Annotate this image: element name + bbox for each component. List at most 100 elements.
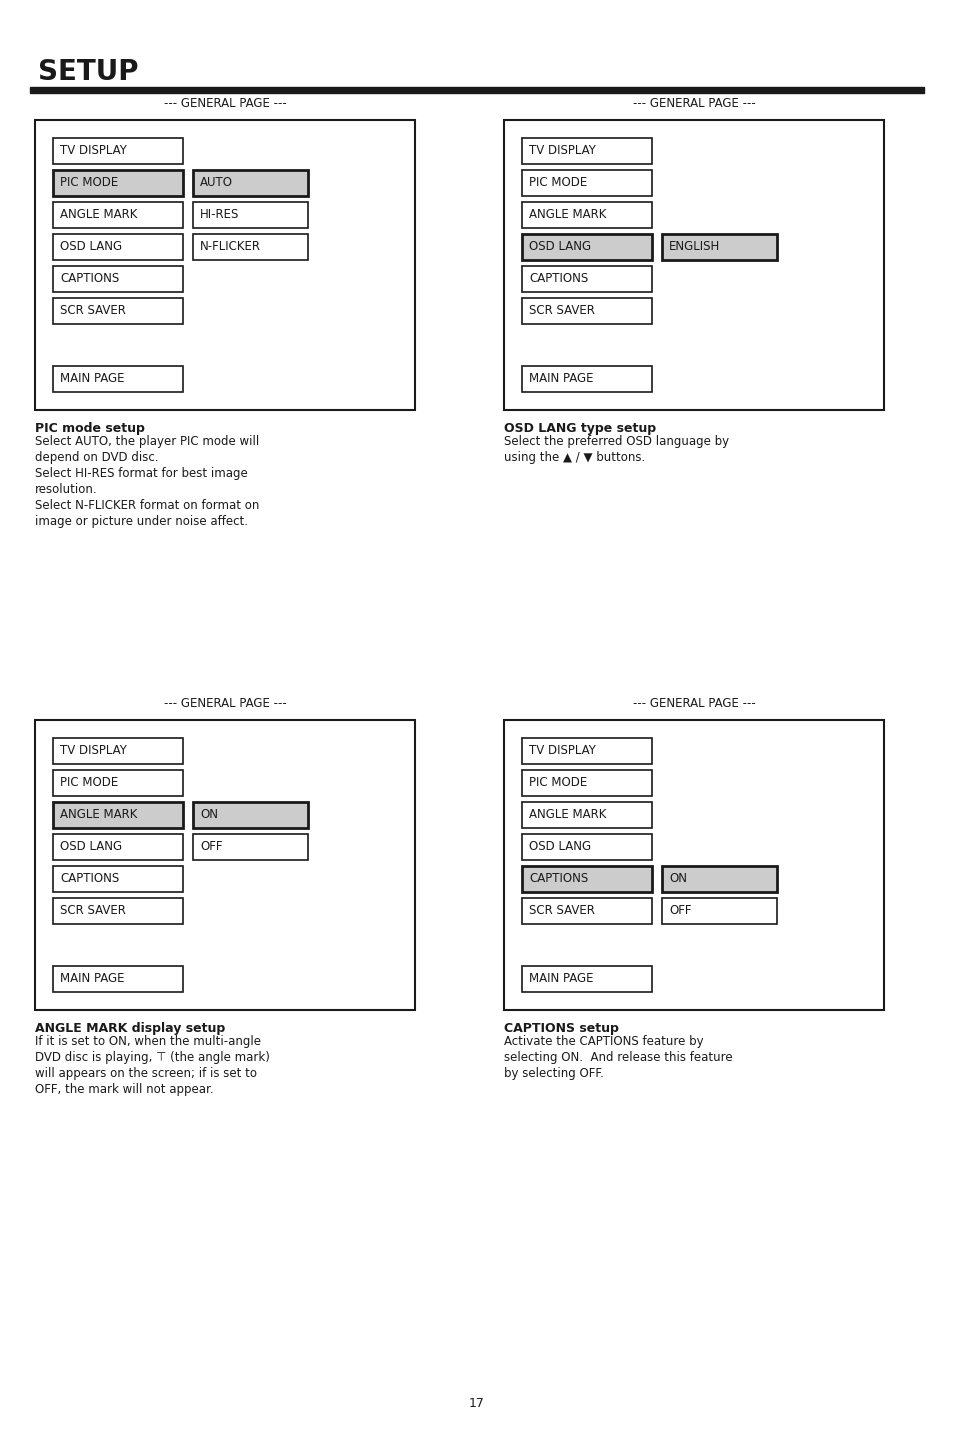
Bar <box>53 898 183 924</box>
Text: SCR SAVER: SCR SAVER <box>60 305 126 317</box>
Bar <box>193 802 308 828</box>
Bar <box>53 170 183 196</box>
Text: by selecting OFF.: by selecting OFF. <box>503 1067 603 1080</box>
Bar <box>503 719 883 1010</box>
Bar <box>193 170 308 196</box>
Text: SCR SAVER: SCR SAVER <box>529 305 595 317</box>
Bar <box>193 202 308 227</box>
Text: ANGLE MARK: ANGLE MARK <box>60 209 137 222</box>
Text: TV DISPLAY: TV DISPLAY <box>60 745 127 758</box>
Bar <box>661 898 776 924</box>
Text: PIC MODE: PIC MODE <box>60 176 118 190</box>
Bar <box>53 738 183 764</box>
Text: PIC MODE: PIC MODE <box>529 776 587 789</box>
Bar <box>521 202 651 227</box>
Bar <box>35 120 415 410</box>
Bar <box>53 266 183 292</box>
Text: 17: 17 <box>469 1397 484 1410</box>
Text: Select N-FLICKER format on format on: Select N-FLICKER format on format on <box>35 499 259 512</box>
Text: --- GENERAL PAGE ---: --- GENERAL PAGE --- <box>164 97 286 110</box>
Text: CAPTIONS: CAPTIONS <box>529 273 588 286</box>
Bar <box>521 898 651 924</box>
Text: CAPTIONS: CAPTIONS <box>60 872 119 885</box>
Bar <box>53 297 183 325</box>
Text: N-FLICKER: N-FLICKER <box>200 240 261 253</box>
Bar <box>521 297 651 325</box>
Text: ON: ON <box>668 872 686 885</box>
Text: TV DISPLAY: TV DISPLAY <box>60 144 127 157</box>
Text: SCR SAVER: SCR SAVER <box>529 905 595 918</box>
Text: MAIN PAGE: MAIN PAGE <box>529 372 593 386</box>
Text: If it is set to ON, when the multi-angle: If it is set to ON, when the multi-angle <box>35 1035 261 1048</box>
Text: MAIN PAGE: MAIN PAGE <box>60 372 125 386</box>
Text: ANGLE MARK: ANGLE MARK <box>529 209 606 222</box>
Bar <box>53 967 183 992</box>
Bar <box>193 235 308 260</box>
Text: TV DISPLAY: TV DISPLAY <box>529 745 596 758</box>
Text: OSD LANG: OSD LANG <box>529 841 591 854</box>
Bar <box>53 235 183 260</box>
Text: depend on DVD disc.: depend on DVD disc. <box>35 450 158 463</box>
Bar <box>53 802 183 828</box>
Bar <box>35 719 415 1010</box>
Bar <box>53 769 183 797</box>
Text: HI-RES: HI-RES <box>200 209 239 222</box>
Text: ANGLE MARK: ANGLE MARK <box>529 808 606 821</box>
Text: PIC mode setup: PIC mode setup <box>35 422 145 435</box>
Bar <box>521 769 651 797</box>
Text: Select HI-RES format for best image: Select HI-RES format for best image <box>35 468 248 480</box>
Bar <box>521 266 651 292</box>
Text: ON: ON <box>200 808 218 821</box>
Text: DVD disc is playing, ⊤ (the angle mark): DVD disc is playing, ⊤ (the angle mark) <box>35 1051 270 1064</box>
Text: Select the preferred OSD language by: Select the preferred OSD language by <box>503 435 728 448</box>
Text: OFF: OFF <box>200 841 222 854</box>
Text: OFF, the mark will not appear.: OFF, the mark will not appear. <box>35 1083 213 1095</box>
Text: OSD LANG: OSD LANG <box>529 240 591 253</box>
Bar <box>661 867 776 892</box>
Text: SCR SAVER: SCR SAVER <box>60 905 126 918</box>
Bar <box>661 235 776 260</box>
Text: --- GENERAL PAGE ---: --- GENERAL PAGE --- <box>632 97 755 110</box>
Text: selecting ON.  And release this feature: selecting ON. And release this feature <box>503 1051 732 1064</box>
Text: PIC MODE: PIC MODE <box>60 776 118 789</box>
Text: ANGLE MARK: ANGLE MARK <box>60 808 137 821</box>
Bar <box>521 802 651 828</box>
Text: --- GENERAL PAGE ---: --- GENERAL PAGE --- <box>632 696 755 711</box>
Text: ENGLISH: ENGLISH <box>668 240 720 253</box>
Bar <box>521 738 651 764</box>
Text: resolution.: resolution. <box>35 483 97 496</box>
Bar <box>521 139 651 164</box>
Text: SETUP: SETUP <box>38 59 138 86</box>
Bar <box>521 170 651 196</box>
Text: Select AUTO, the player PIC mode will: Select AUTO, the player PIC mode will <box>35 435 259 448</box>
Bar <box>30 87 923 93</box>
Bar <box>521 867 651 892</box>
Bar <box>193 834 308 859</box>
Bar <box>521 967 651 992</box>
Bar <box>521 366 651 392</box>
Text: Activate the CAPTIONS feature by: Activate the CAPTIONS feature by <box>503 1035 703 1048</box>
Bar <box>53 867 183 892</box>
Text: AUTO: AUTO <box>200 176 233 190</box>
Text: will appears on the screen; if is set to: will appears on the screen; if is set to <box>35 1067 256 1080</box>
Text: OSD LANG: OSD LANG <box>60 841 122 854</box>
Text: CAPTIONS setup: CAPTIONS setup <box>503 1022 618 1035</box>
Text: MAIN PAGE: MAIN PAGE <box>529 972 593 985</box>
Bar <box>53 366 183 392</box>
Text: OSD LANG: OSD LANG <box>60 240 122 253</box>
Text: PIC MODE: PIC MODE <box>529 176 587 190</box>
Bar <box>53 834 183 859</box>
Bar <box>503 120 883 410</box>
Text: CAPTIONS: CAPTIONS <box>529 872 588 885</box>
Text: image or picture under noise affect.: image or picture under noise affect. <box>35 515 248 528</box>
Text: OSD LANG type setup: OSD LANG type setup <box>503 422 656 435</box>
Text: CAPTIONS: CAPTIONS <box>60 273 119 286</box>
Bar <box>521 235 651 260</box>
Bar <box>53 202 183 227</box>
Text: MAIN PAGE: MAIN PAGE <box>60 972 125 985</box>
Text: OFF: OFF <box>668 905 691 918</box>
Text: --- GENERAL PAGE ---: --- GENERAL PAGE --- <box>164 696 286 711</box>
Text: ANGLE MARK display setup: ANGLE MARK display setup <box>35 1022 225 1035</box>
Text: using the ▲ / ▼ buttons.: using the ▲ / ▼ buttons. <box>503 450 644 463</box>
Bar <box>53 139 183 164</box>
